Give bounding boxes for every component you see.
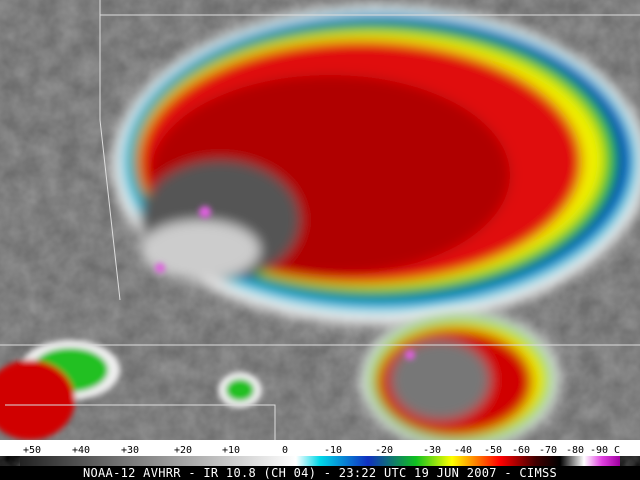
scale-label: -10	[324, 445, 342, 456]
scale-label: -40	[454, 445, 472, 456]
scale-label: 0	[282, 445, 288, 456]
scale-label: +30	[121, 445, 139, 456]
scale-label: +10	[222, 445, 240, 456]
state-borders	[0, 0, 640, 440]
caption-strip	[0, 466, 640, 480]
scale-label: -90 C	[590, 445, 620, 456]
scale-label: -70	[539, 445, 557, 456]
scale-label: -60	[512, 445, 530, 456]
small-cells	[0, 206, 415, 440]
caption: NOAA-12 AVHRR - IR 10.8 (CH 04) - 23:22 …	[83, 466, 557, 480]
scale-label: +50	[23, 445, 41, 456]
color-bar	[20, 456, 620, 466]
scale-label-strip	[0, 440, 640, 456]
scale-label: +20	[174, 445, 192, 456]
scale-label: -30	[423, 445, 441, 456]
scale-label: -50	[484, 445, 502, 456]
scale-label: +40	[72, 445, 90, 456]
south-storm	[360, 310, 560, 450]
main-storm	[112, 5, 640, 325]
scale-label: -20	[375, 445, 393, 456]
scale-label: -80	[566, 445, 584, 456]
